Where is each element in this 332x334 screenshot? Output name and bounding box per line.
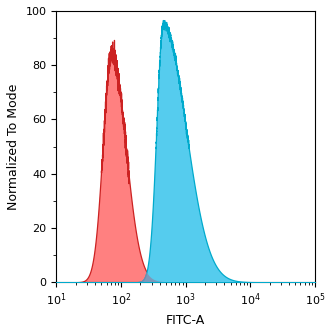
Y-axis label: Normalized To Mode: Normalized To Mode	[7, 84, 20, 210]
X-axis label: FITC-A: FITC-A	[166, 314, 205, 327]
